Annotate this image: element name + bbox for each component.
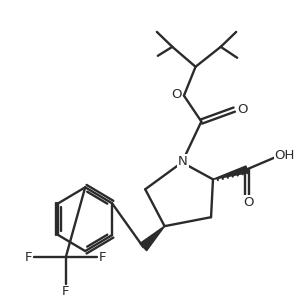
Polygon shape: [213, 166, 248, 179]
Text: OH: OH: [274, 149, 295, 162]
Text: N: N: [178, 155, 188, 168]
Text: F: F: [62, 285, 70, 298]
Text: F: F: [99, 250, 106, 263]
Text: O: O: [244, 196, 254, 209]
Polygon shape: [140, 226, 165, 251]
Text: O: O: [171, 88, 181, 101]
Text: O: O: [237, 103, 247, 116]
Text: F: F: [24, 250, 32, 263]
